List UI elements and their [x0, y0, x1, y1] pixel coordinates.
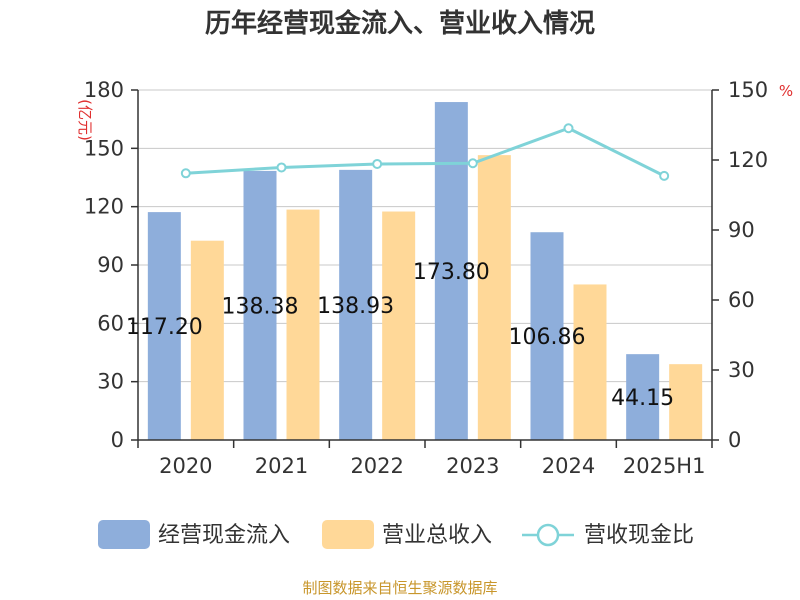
- bar-revenue: [573, 284, 607, 440]
- bar-revenue: [286, 209, 320, 440]
- right-axis-tick-label: 120: [728, 148, 768, 172]
- bar-revenue: [190, 240, 224, 440]
- x-axis-tick-label: 2023: [446, 454, 499, 478]
- bar-cash-inflow: [147, 212, 181, 440]
- left-axis-tick-label: 60: [97, 311, 124, 335]
- legend-label-ratio: 营收现金比: [584, 523, 694, 548]
- bar-cash-inflow: [530, 232, 564, 440]
- bar-cash-inflow: [339, 169, 373, 440]
- ratio-line: [180, 123, 670, 181]
- bar-revenue: [477, 155, 511, 440]
- ratio-line-marker: [659, 170, 670, 181]
- right-axis-tick-label: 0: [728, 428, 741, 452]
- data-labels: 117.20 138.38 138.93 173.80 106.86 44.15: [126, 260, 674, 411]
- x-axis-tick-label: 2025H1: [623, 454, 706, 478]
- ratio-line-marker: [276, 162, 287, 173]
- right-axis-tick-label: 60: [728, 288, 755, 312]
- data-label-cash-inflow: 138.93: [317, 294, 394, 319]
- left-axis-unit: (亿元): [76, 99, 94, 141]
- left-axis-tick-label: 120: [84, 195, 124, 219]
- left-axis-tick-label: 0: [111, 428, 124, 452]
- data-label-cash-inflow: 117.20: [126, 315, 203, 340]
- chart-title: 历年经营现金流入、营业收入情况: [205, 8, 595, 39]
- ratio-line-marker: [467, 158, 478, 169]
- tick-labels: 0 30 60 90 120 150 180 0 30 60 90 120 150 2020 2021 202…: [84, 78, 768, 478]
- left-axis-tick-label: 150: [84, 136, 124, 160]
- bar-cash-inflow: [243, 170, 277, 440]
- legend-label-cash-inflow: 经营现金流入: [158, 523, 290, 548]
- right-axis-unit: %: [779, 82, 793, 100]
- ratio-line-marker: [563, 123, 574, 134]
- data-label-cash-inflow: 173.80: [413, 260, 490, 285]
- axes: [131, 89, 719, 448]
- left-axis-tick-label: 90: [97, 253, 124, 277]
- legend: 经营现金流入 营业总收入 营收现金比: [98, 520, 694, 549]
- ratio-line-marker: [180, 168, 191, 179]
- legend-item-revenue[interactable]: 营业总收入: [322, 520, 492, 549]
- bar-cash-inflow: [626, 354, 660, 440]
- legend-label-revenue: 营业总收入: [382, 523, 492, 548]
- right-axis-tick-label: 30: [728, 358, 755, 382]
- legend-swatch-cash-inflow: [98, 520, 150, 549]
- ratio-line-marker: [372, 158, 383, 169]
- data-label-cash-inflow: 44.15: [611, 386, 674, 411]
- data-label-cash-inflow: 138.38: [222, 294, 299, 319]
- legend-swatch-revenue: [322, 520, 374, 549]
- data-label-cash-inflow: 106.86: [509, 325, 586, 350]
- left-axis-tick-label: 180: [84, 78, 124, 102]
- legend-item-ratio[interactable]: 营收现金比: [522, 523, 694, 548]
- legend-item-cash-inflow[interactable]: 经营现金流入: [98, 520, 290, 549]
- x-axis-tick-label: 2022: [350, 454, 403, 478]
- ratio-line-path: [185, 126, 665, 178]
- bars: [147, 102, 703, 441]
- right-axis-tick-label: 150: [728, 78, 768, 102]
- right-axis-tick-label: 90: [728, 218, 755, 242]
- data-source-note: 制图数据来自恒生聚源数据库: [302, 579, 497, 597]
- legend-swatch-ratio-marker: [536, 523, 560, 547]
- bar-revenue: [382, 211, 416, 440]
- grid: [138, 89, 712, 383]
- left-axis-tick-label: 30: [97, 370, 124, 394]
- x-axis-tick-label: 2020: [159, 454, 212, 478]
- bar-cash-inflow: [434, 102, 468, 441]
- bar-revenue: [669, 364, 703, 440]
- x-axis-tick-label: 2021: [255, 454, 308, 478]
- x-axis-tick-label: 2024: [542, 454, 595, 478]
